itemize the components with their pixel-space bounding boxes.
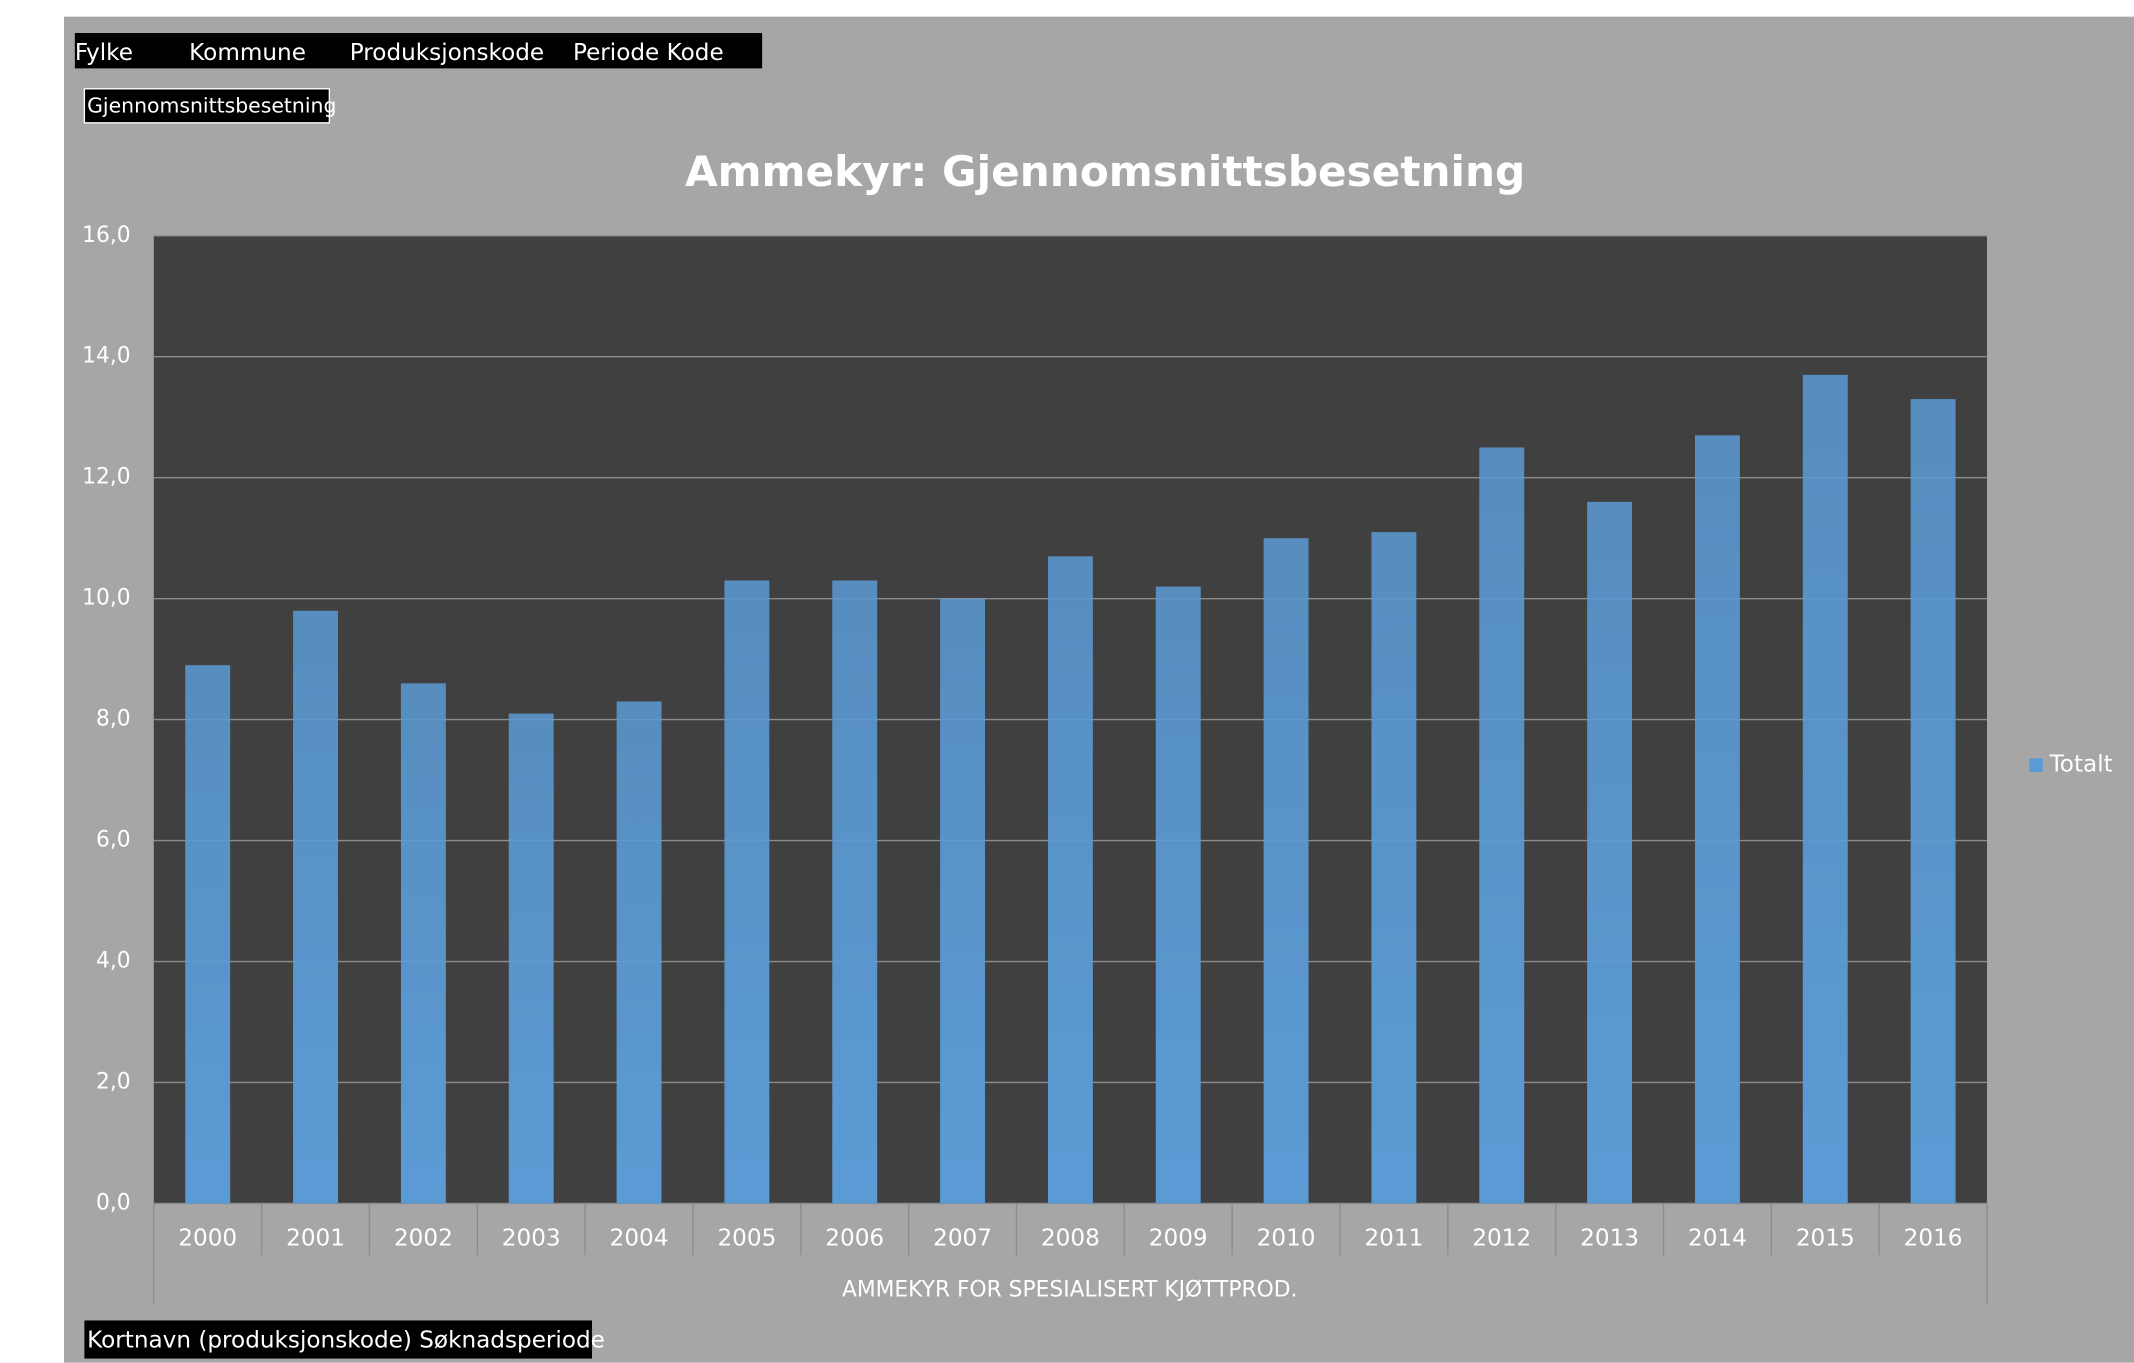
bar	[400, 683, 446, 1204]
x-tick-label: 2000	[178, 1225, 237, 1251]
x-tick-label: 2014	[1688, 1225, 1747, 1251]
filter-bar	[74, 32, 763, 69]
x-tick-label: 2008	[1041, 1225, 1100, 1251]
bar	[1155, 586, 1201, 1204]
legend-label: Totalt	[2049, 752, 2113, 778]
y-tick-label: 6,0	[96, 828, 131, 853]
y-tick-label: 2,0	[96, 1069, 131, 1094]
x-tick-label: 2015	[1796, 1225, 1855, 1251]
value-button[interactable]	[83, 88, 331, 124]
x-tick-label: 2012	[1472, 1225, 1531, 1251]
row-button[interactable]	[84, 1320, 593, 1359]
filter-field[interactable]: Kommune	[189, 40, 306, 66]
y-tick-label: 8,0	[96, 707, 131, 732]
bar	[724, 580, 770, 1204]
bar	[508, 713, 554, 1204]
x-tick-label: 2003	[502, 1225, 561, 1251]
bar	[1371, 532, 1417, 1204]
bar	[1263, 538, 1309, 1204]
x-axis-label: AMMEKYR FOR SPESIALISERT KJØTTPROD.	[842, 1278, 1298, 1303]
bar	[1694, 435, 1740, 1204]
bar	[293, 610, 339, 1204]
bar	[1587, 501, 1633, 1204]
x-tick-label: 2002	[394, 1225, 453, 1251]
bar	[185, 665, 231, 1204]
bar	[940, 598, 986, 1204]
y-tick-label: 16,0	[82, 223, 130, 248]
x-tick-label: 2010	[1257, 1225, 1316, 1251]
filter-field[interactable]: Fylke	[75, 40, 133, 66]
y-tick-label: 4,0	[96, 949, 131, 974]
x-tick-label: 2009	[1149, 1225, 1208, 1251]
x-tick-label: 2016	[1904, 1225, 1963, 1251]
value-field[interactable]: Gjennomsnittsbesetning	[87, 93, 336, 117]
x-tick-label: 2011	[1364, 1225, 1423, 1251]
filter-field[interactable]: Produksjonskode	[350, 40, 544, 66]
bar	[1802, 374, 1848, 1204]
x-tick-label: 2005	[717, 1225, 776, 1251]
x-tick-label: 2006	[825, 1225, 884, 1251]
bar	[616, 701, 662, 1204]
bar	[1479, 447, 1525, 1204]
y-tick-label: 14,0	[82, 344, 130, 369]
x-tick-label: 2013	[1580, 1225, 1639, 1251]
bar	[832, 580, 878, 1204]
legend-swatch	[2029, 758, 2043, 773]
y-tick-label: 10,0	[82, 586, 130, 611]
row-field[interactable]: Kortnavn (produksjonskode) Søknadsperiod…	[87, 1327, 605, 1353]
y-tick-label: 0,0	[96, 1190, 131, 1215]
chart-title: Ammekyr: Gjennomsnittsbesetning	[685, 147, 1525, 196]
bar	[1047, 556, 1093, 1204]
bar	[1910, 399, 1956, 1204]
y-tick-label: 12,0	[82, 465, 130, 490]
filter-field[interactable]: Periode Kode	[573, 40, 724, 66]
x-tick-label: 2001	[286, 1225, 345, 1251]
x-tick-label: 2004	[610, 1225, 669, 1251]
x-tick-label: 2007	[933, 1225, 992, 1251]
